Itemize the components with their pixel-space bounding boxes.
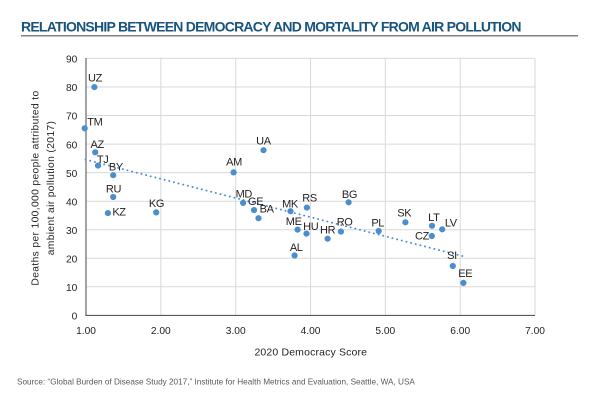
svg-text:AZ: AZ [91, 139, 105, 151]
svg-text:20: 20 [66, 255, 78, 266]
svg-text:LT: LT [428, 212, 440, 224]
svg-text:Source: “Global Burden of Dise: Source: “Global Burden of Disease Study … [17, 378, 415, 387]
svg-text:PL: PL [371, 217, 384, 229]
svg-text:MK: MK [282, 199, 299, 211]
svg-text:5.00: 5.00 [375, 326, 395, 337]
svg-text:SI: SI [447, 250, 457, 262]
svg-text:1.00: 1.00 [76, 326, 96, 337]
svg-text:40: 40 [66, 197, 78, 208]
svg-text:KG: KG [149, 198, 164, 210]
svg-text:UZ: UZ [88, 72, 103, 84]
svg-text:CZ: CZ [415, 231, 430, 243]
svg-text:MD: MD [236, 189, 253, 201]
svg-text:SK: SK [397, 208, 412, 220]
svg-text:70: 70 [66, 112, 78, 123]
svg-text:3.00: 3.00 [226, 326, 246, 337]
svg-text:50: 50 [66, 169, 78, 180]
svg-text:60: 60 [66, 140, 78, 151]
svg-text:80: 80 [66, 83, 78, 94]
svg-text:90: 90 [66, 55, 78, 66]
svg-text:TM: TM [87, 116, 102, 128]
svg-text:RELATIONSHIP BETWEEN DEMOCRACY: RELATIONSHIP BETWEEN DEMOCRACY AND MORTA… [21, 19, 521, 35]
svg-text:TJ: TJ [97, 154, 109, 166]
svg-text:10: 10 [66, 283, 78, 294]
svg-text:BA: BA [260, 204, 275, 216]
svg-text:GE: GE [248, 196, 263, 208]
svg-text:7.00: 7.00 [525, 326, 545, 337]
svg-text:EE: EE [458, 268, 472, 280]
svg-text:4.00: 4.00 [301, 326, 321, 337]
svg-text:AM: AM [226, 157, 242, 169]
svg-text:0: 0 [72, 312, 78, 323]
svg-text:AL: AL [290, 242, 303, 254]
svg-text:ambient air pollution (2017): ambient air pollution (2017) [46, 121, 57, 256]
svg-text:RU: RU [106, 184, 122, 196]
svg-text:KZ: KZ [112, 207, 126, 219]
svg-text:LV: LV [445, 218, 458, 230]
svg-text:2.00: 2.00 [151, 326, 171, 337]
svg-text:30: 30 [66, 226, 78, 237]
svg-text:HR: HR [320, 225, 336, 237]
svg-text:BY: BY [109, 162, 124, 174]
svg-text:RS: RS [302, 193, 317, 205]
svg-text:UA: UA [256, 135, 272, 147]
svg-text:BG: BG [342, 189, 357, 201]
svg-text:RO: RO [337, 216, 354, 228]
svg-text:2020 Democracy Score: 2020 Democracy Score [254, 346, 367, 358]
svg-text:ME: ME [286, 216, 302, 228]
svg-text:Deaths per 100,000 people attr: Deaths per 100,000 people attributed to [30, 90, 41, 285]
svg-text:6.00: 6.00 [450, 326, 470, 337]
svg-text:HU: HU [303, 221, 319, 233]
